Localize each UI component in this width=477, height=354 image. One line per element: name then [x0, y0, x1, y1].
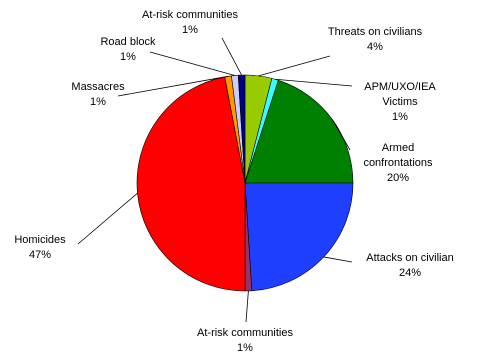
value-label: 1% — [237, 342, 253, 354]
pie-slice — [244, 182, 354, 292]
value-label: 20% — [386, 172, 410, 184]
leader-line — [117, 75, 229, 97]
slice-label: At-risk communities 1% — [120, 8, 260, 38]
value-label: 1% — [90, 96, 106, 108]
category-label: Armed confrontations — [363, 142, 433, 169]
value-label: 1% — [182, 24, 198, 36]
slice-label: Attacks on civilian 24% — [350, 251, 470, 281]
pie-slice — [136, 76, 246, 292]
value-label: 1% — [120, 51, 136, 63]
slice-label: Armed confrontations 20% — [348, 141, 448, 186]
slice-label: Massacres 1% — [58, 80, 138, 110]
slice-label: Road block 1% — [88, 35, 168, 65]
category-label: APM/UXO/IEA Victims — [364, 81, 436, 108]
value-label: 1% — [392, 111, 408, 123]
leader-line — [275, 78, 353, 87]
category-label: Homicides — [14, 234, 66, 246]
leader-line — [258, 55, 331, 77]
category-label: At-risk communities — [197, 327, 293, 339]
leader-line — [221, 37, 242, 76]
category-label: Threats on civilians — [327, 26, 423, 38]
leader-line — [245, 290, 249, 323]
leader-line — [77, 192, 138, 245]
category-label: Attacks on civilian — [366, 252, 454, 264]
leader-line — [332, 119, 351, 151]
category-label: Massacres — [71, 81, 125, 93]
leader-line — [323, 256, 353, 263]
slice-label: At-risk communities 1% — [175, 326, 315, 354]
slice-label: Homicides 47% — [0, 233, 80, 263]
leader-line — [149, 51, 235, 76]
pie-slice — [237, 74, 246, 184]
value-label: 4% — [367, 41, 383, 53]
value-label: 24% — [398, 267, 422, 279]
category-label: Road block — [100, 36, 156, 48]
value-label: 47% — [28, 249, 52, 261]
slice-label: APM/UXO/IEA Victims 1% — [355, 80, 445, 125]
category-label: At-risk communities — [142, 9, 238, 21]
slice-label: Threats on civilians 4% — [305, 25, 445, 55]
